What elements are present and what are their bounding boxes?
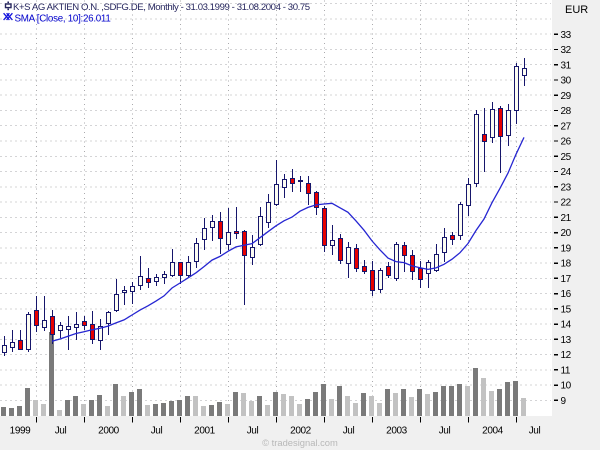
svg-text:16: 16 [561, 289, 572, 300]
svg-text:17: 17 [561, 274, 572, 285]
svg-text:27: 27 [561, 121, 572, 132]
svg-text:24: 24 [561, 167, 572, 178]
svg-text:20: 20 [561, 228, 572, 239]
svg-text:11: 11 [561, 366, 571, 377]
svg-text:Jul: Jul [55, 426, 67, 437]
svg-text:© tradesignal.com: © tradesignal.com [262, 437, 338, 448]
svg-text:Jul: Jul [151, 426, 163, 437]
svg-text:SMA [Close, 10]:26.011: SMA [Close, 10]:26.011 [15, 14, 111, 25]
svg-text:2004: 2004 [482, 426, 503, 437]
svg-text:21: 21 [561, 213, 572, 224]
svg-text:19: 19 [561, 243, 572, 254]
svg-text:9: 9 [561, 396, 567, 407]
svg-text:23: 23 [561, 182, 572, 193]
svg-text:10: 10 [561, 381, 572, 392]
svg-text:30: 30 [561, 76, 572, 87]
svg-text:14: 14 [561, 320, 572, 331]
svg-text:13: 13 [561, 335, 572, 346]
svg-text:29: 29 [561, 91, 572, 102]
svg-text:28: 28 [561, 106, 572, 117]
svg-text:2001: 2001 [194, 426, 215, 437]
svg-text:EUR: EUR [565, 4, 588, 16]
svg-text:22: 22 [561, 198, 572, 209]
svg-text:12: 12 [561, 350, 572, 361]
svg-text:Jul: Jul [529, 426, 541, 437]
svg-text:Jul: Jul [247, 426, 259, 437]
svg-text:31: 31 [561, 60, 572, 71]
svg-text:26: 26 [561, 137, 572, 148]
svg-text:2000: 2000 [98, 426, 119, 437]
svg-text:2002: 2002 [290, 426, 311, 437]
svg-text:15: 15 [561, 304, 572, 315]
svg-text:32: 32 [561, 45, 572, 56]
svg-text:Jul: Jul [439, 426, 451, 437]
svg-text:25: 25 [561, 152, 572, 163]
svg-text:K+S AG AKTIEN O.N. ,SDFG.DE, M: K+S AG AKTIEN O.N. ,SDFG.DE, Monthly - 3… [13, 2, 310, 13]
svg-text:18: 18 [561, 259, 572, 270]
svg-text:33: 33 [561, 30, 572, 41]
svg-text:2003: 2003 [386, 426, 407, 437]
svg-text:Jul: Jul [343, 426, 355, 437]
svg-text:1999: 1999 [10, 426, 31, 437]
